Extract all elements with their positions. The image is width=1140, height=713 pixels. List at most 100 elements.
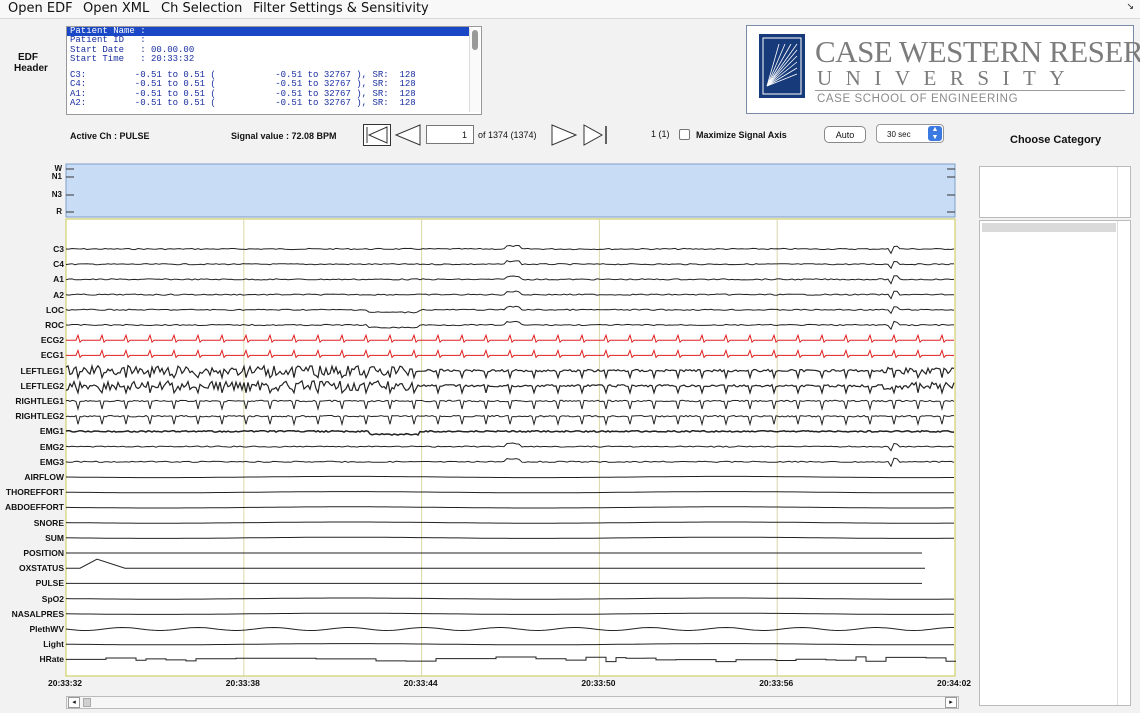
trace-emg1 (65, 429, 954, 436)
next-page-icon[interactable] (550, 124, 578, 146)
signal-area[interactable] (65, 218, 956, 677)
header-line-a1[interactable]: A1: -0.51 to 0.51 ( -0.51 to 32767 ), SR… (70, 88, 416, 99)
scroll-left-icon[interactable]: ◂ (68, 697, 80, 708)
trace-sum (65, 536, 954, 539)
header-line-patient-name[interactable]: Patient Name : (67, 27, 469, 37)
trace-c4 (65, 260, 955, 270)
time-scrollbar[interactable]: ◂ ▸ (66, 696, 959, 709)
trace-oxstatus (66, 558, 925, 569)
page-number-input[interactable]: 1 (426, 125, 474, 144)
active-channel-text: Active Ch : PULSE (70, 131, 150, 141)
channel-label-light[interactable]: Light (43, 639, 64, 650)
time-label: 20:33:38 (225, 678, 260, 688)
channel-label-roc[interactable]: ROC (45, 320, 64, 330)
time-scroll-thumb[interactable] (83, 698, 91, 707)
trace-light (65, 643, 954, 646)
channel-label-plethwv[interactable]: PlethWV (29, 624, 64, 634)
trace-c3 (65, 244, 955, 255)
time-label: 20:33:50 (581, 678, 616, 688)
channel-label-pulse[interactable]: PULSE (35, 578, 64, 589)
menu-ch-selection[interactable]: Ch Selection (161, 1, 243, 16)
prev-page-icon[interactable] (394, 124, 422, 146)
channel-label-ecg1[interactable]: ECG1 (40, 350, 64, 361)
auto-button[interactable]: Auto (824, 126, 866, 143)
signal-value-text: Signal value : 72.08 BPM (231, 131, 337, 141)
trace-thoreffort (65, 491, 954, 494)
header-scroll-thumb[interactable] (472, 30, 478, 50)
header-scrollbar[interactable] (469, 28, 480, 112)
header-line-start-time[interactable]: Start Time : 20:33:32 (70, 53, 195, 64)
header-line-c4[interactable]: C4: -0.51 to 0.51 ( -0.51 to 32767 ), SR… (70, 79, 416, 90)
channel-label-nasalpres[interactable]: NASALPRES (11, 608, 64, 619)
channel-label-leftleg1[interactable]: LEFTLEG1 (20, 365, 64, 376)
header-line-patient-id[interactable]: Patient ID : (70, 35, 146, 46)
logo-line-3: CASE SCHOOL OF ENGINEERING (817, 93, 1019, 105)
channel-label-airflow[interactable]: AIRFLOW (24, 472, 64, 482)
channel-label-emg3[interactable]: EMG3 (39, 456, 64, 467)
trace-plethwv (65, 626, 954, 632)
channel-label-oxstatus[interactable]: OXSTATUS (18, 563, 64, 574)
hypno-label-n3: N3 (51, 190, 62, 199)
edf-header-list[interactable]: Patient Name : Patient ID : Start Date :… (66, 26, 482, 115)
channel-label-a2[interactable]: A2 (53, 289, 64, 300)
trace-airflow (65, 475, 954, 479)
header-line-start-date[interactable]: Start Date : 00.00.00 (70, 44, 195, 55)
trace-snore (65, 521, 954, 524)
hypno-label-r: R (56, 207, 62, 216)
menu-filter-settings[interactable]: Filter Settings & Sensitivity (253, 1, 429, 16)
window-duration-value: 30 sec (887, 130, 911, 139)
trace-emg2 (65, 442, 955, 452)
window-duration-select[interactable]: 30 sec ▲ ▼ (876, 124, 944, 143)
trace-hrate (66, 656, 956, 663)
first-page-icon[interactable] (363, 124, 391, 146)
last-page-icon[interactable] (582, 124, 610, 146)
header-line-a2[interactable]: A2: -0.51 to 0.51 ( -0.51 to 32767 ), SR… (70, 98, 416, 109)
trace-rightleg2 (65, 414, 955, 427)
channel-label-c4[interactable]: C4 (53, 259, 64, 270)
trace-ecg2 (66, 333, 954, 344)
trace-abdoeffort (65, 506, 954, 509)
select-arrows-icon: ▲ ▼ (928, 126, 942, 141)
channel-label-spo2[interactable]: SpO2 (41, 593, 64, 604)
channel-label-leftleg2[interactable]: LEFTLEG2 (20, 380, 64, 391)
menu-open-edf[interactable]: Open EDF (8, 1, 73, 16)
channel-label-emg1[interactable]: EMG1 (39, 426, 64, 437)
page-total-text: of 1374 (1374) (478, 130, 537, 140)
time-label: 20:33:44 (403, 678, 438, 688)
category-list-top[interactable] (979, 166, 1131, 218)
channel-label-hrate[interactable]: HRate (39, 654, 64, 665)
channel-label-snore[interactable]: SNORE (33, 517, 64, 528)
channel-label-position[interactable]: POSITION (23, 548, 64, 558)
logo-line-1: CASE WESTERN RESERVE (815, 34, 1140, 69)
resize-icon[interactable]: ↘ (1126, 2, 1134, 12)
scroll-right-icon[interactable]: ▸ (945, 697, 957, 708)
channel-label-sum[interactable]: SUM (45, 532, 64, 543)
university-logo: CASE WESTERN RESERVE UNIVERSITY CASE SCH… (746, 25, 1140, 114)
trace-leftleg1 (65, 363, 955, 380)
header-line-c3[interactable]: C3: -0.51 to 0.51 ( -0.51 to 32767 ), SR… (70, 70, 416, 81)
trace-loc (65, 305, 955, 315)
trace-rightleg1 (65, 399, 955, 411)
maximize-axis-checkbox[interactable] (679, 129, 690, 140)
channel-label-emg2[interactable]: EMG2 (39, 441, 64, 452)
menu-open-xml[interactable]: Open XML (83, 1, 150, 16)
trace-a2 (65, 290, 954, 300)
channel-label-thoreffort[interactable]: THOREFFORT (5, 487, 64, 498)
time-label: 20:34:02 (937, 678, 972, 688)
category-selected-row[interactable] (982, 223, 1116, 232)
channel-label-c3[interactable]: C3 (53, 244, 64, 254)
category-top-scrollbar[interactable] (1117, 167, 1130, 217)
logo-divider (815, 90, 1125, 91)
channel-label-a1[interactable]: A1 (53, 274, 64, 285)
channel-label-loc[interactable]: LOC (46, 304, 64, 315)
hypnogram-area[interactable] (65, 163, 956, 218)
category-main-scrollbar[interactable] (1117, 221, 1130, 705)
trace-ecg1 (66, 348, 954, 359)
channel-label-rightleg1[interactable]: RIGHTLEG1 (15, 396, 64, 406)
channel-label-ecg2[interactable]: ECG2 (40, 335, 64, 346)
hypno-label-n1: N1 (51, 172, 62, 181)
channel-label-rightleg2[interactable]: RIGHTLEG2 (15, 411, 64, 422)
category-list-main[interactable] (979, 220, 1131, 706)
channel-label-abdoeffort[interactable]: ABDOEFFORT (4, 502, 64, 513)
